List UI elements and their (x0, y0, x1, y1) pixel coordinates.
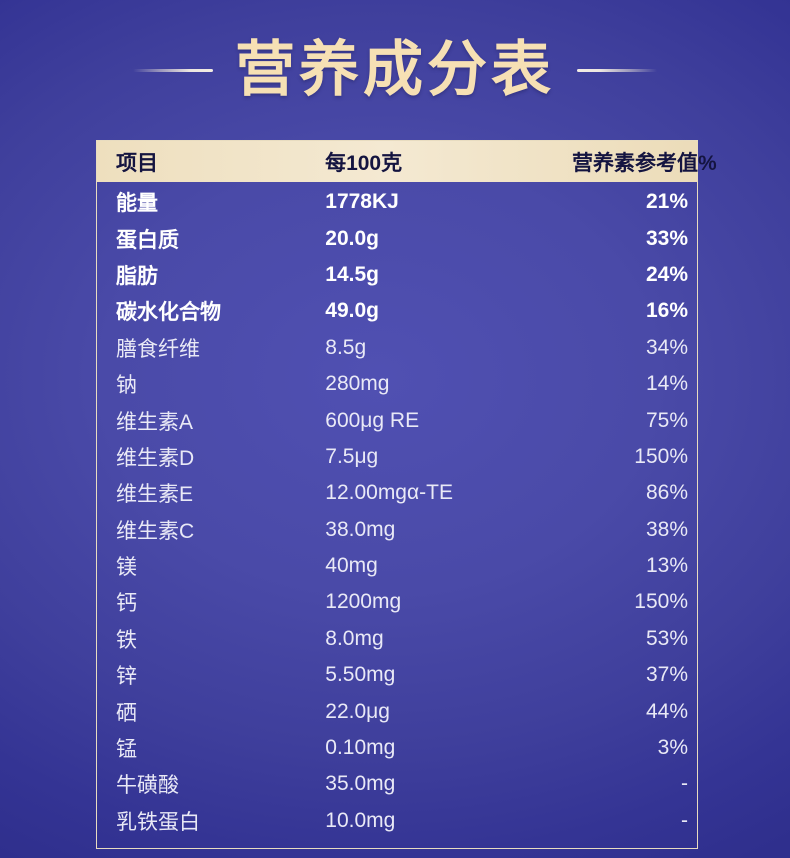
cell-item: 能量 (116, 192, 158, 216)
cell-nrv: - (681, 808, 688, 832)
cell-amount: 0.10mg (325, 736, 396, 760)
table-row: 锌 5.50mg 37% (97, 657, 697, 693)
cell-nrv: 33% (645, 226, 688, 250)
cell-item: 维生素E (116, 483, 194, 507)
table-row: 乳铁蛋白 10.0mg - (97, 803, 697, 839)
cell-nrv: 150% (634, 444, 688, 468)
cell-amount: 8.0mg (325, 626, 384, 650)
cell-nrv: 86% (645, 481, 688, 505)
cell-item: 碳水化合物 (116, 301, 221, 325)
table-row: 锰 0.10mg 3% (97, 730, 697, 766)
cell-amount: 20.0g (325, 226, 379, 250)
cell-item: 锰 (116, 738, 137, 762)
page-title: 营养成分表 (235, 36, 555, 103)
cell-nrv: 53% (645, 626, 688, 650)
table-row: 脂肪 14.5g 24% (97, 257, 697, 293)
cell-amount: 40mg (325, 554, 378, 578)
cell-amount: 14.5g (325, 262, 379, 286)
table-row: 铁 8.0mg 53% (97, 621, 697, 657)
cell-amount: 7.5μg (325, 444, 379, 468)
cell-item: 维生素D (116, 446, 195, 470)
cell-amount: 22.0μg (325, 699, 390, 723)
cell-item: 镁 (116, 556, 137, 580)
decorative-line-right-icon (577, 68, 657, 72)
cell-amount: 1200mg (325, 590, 402, 614)
cell-amount: 1778KJ (325, 190, 399, 214)
cell-item: 蛋白质 (116, 228, 179, 252)
cell-nrv: 37% (645, 663, 688, 687)
table-row: 维生素D 7.5μg 150% (97, 439, 697, 475)
cell-amount: 49.0g (325, 299, 379, 323)
table-row: 牛磺酸 35.0mg - (97, 766, 697, 802)
nutrition-table: 项目 每100克 营养素参考值% 能量 1778KJ 21% 蛋白质 20.0g 33% 脂… (96, 140, 717, 850)
cell-amount: 35.0mg (325, 772, 396, 796)
column-header-nrv: 营养素参考值% (572, 151, 717, 175)
table-body: 能量 1778KJ 21% 蛋白质 20.0g 33% 脂肪 14.5g 24% 碳水化合物 49.… (97, 182, 697, 848)
table-row: 碳水化合物 49.0g 16% (97, 293, 697, 329)
table-row: 维生素A 600μg RE 75% (97, 402, 697, 438)
cell-nrv: 34% (645, 335, 688, 359)
cell-amount: 5.50mg (325, 663, 396, 687)
column-header-amount: 每100克 (325, 151, 403, 175)
column-header-item: 项目 (116, 151, 158, 175)
cell-item: 乳铁蛋白 (116, 810, 200, 834)
cell-amount: 38.0mg (325, 517, 396, 541)
cell-nrv: 75% (645, 408, 688, 432)
table-row: 膳食纤维 8.5g 34% (97, 330, 697, 366)
cell-nrv: 24% (645, 262, 688, 286)
table-row: 钠 280mg 14% (97, 366, 697, 402)
cell-amount: 10.0mg (325, 808, 396, 832)
cell-item: 脂肪 (116, 264, 158, 288)
cell-item: 维生素A (116, 410, 194, 434)
cell-nrv: 44% (645, 699, 688, 723)
cell-amount: 8.5g (325, 335, 367, 359)
table-row: 硒 22.0μg 44% (97, 693, 697, 729)
table-row: 钙 1200mg 150% (97, 584, 697, 620)
table-row: 蛋白质 20.0g 33% (97, 220, 697, 256)
cell-item: 铁 (116, 628, 137, 652)
cell-item: 锌 (116, 665, 137, 689)
cell-nrv: 38% (645, 517, 688, 541)
cell-item: 钠 (116, 374, 137, 398)
cell-item: 钙 (116, 592, 137, 616)
cell-item: 硒 (116, 701, 137, 725)
cell-amount: 600μg RE (325, 408, 420, 432)
cell-nrv: - (681, 772, 688, 796)
cell-nrv: 21% (645, 190, 688, 214)
table-header-row: 项目 每100克 营养素参考值% (97, 141, 717, 182)
cell-nrv: 150% (634, 590, 688, 614)
cell-amount: 280mg (325, 372, 390, 396)
table-row: 能量 1778KJ 21% (97, 184, 697, 220)
table-row: 镁 40mg 13% (97, 548, 697, 584)
cell-item: 牛磺酸 (116, 774, 179, 798)
cell-nrv: 3% (657, 736, 688, 760)
cell-item: 维生素C (116, 519, 195, 543)
cell-amount: 12.00mgα-TE (325, 481, 453, 505)
cell-nrv: 14% (645, 372, 688, 396)
decorative-line-left-icon (133, 68, 213, 72)
cell-nrv: 13% (645, 554, 688, 578)
title-block: 营养成分表 (0, 28, 790, 112)
table-row: 维生素E 12.00mgα-TE 86% (97, 475, 697, 511)
table-row: 维生素C 38.0mg 38% (97, 512, 697, 548)
cell-nrv: 16% (645, 299, 688, 323)
cell-item: 膳食纤维 (116, 337, 200, 361)
